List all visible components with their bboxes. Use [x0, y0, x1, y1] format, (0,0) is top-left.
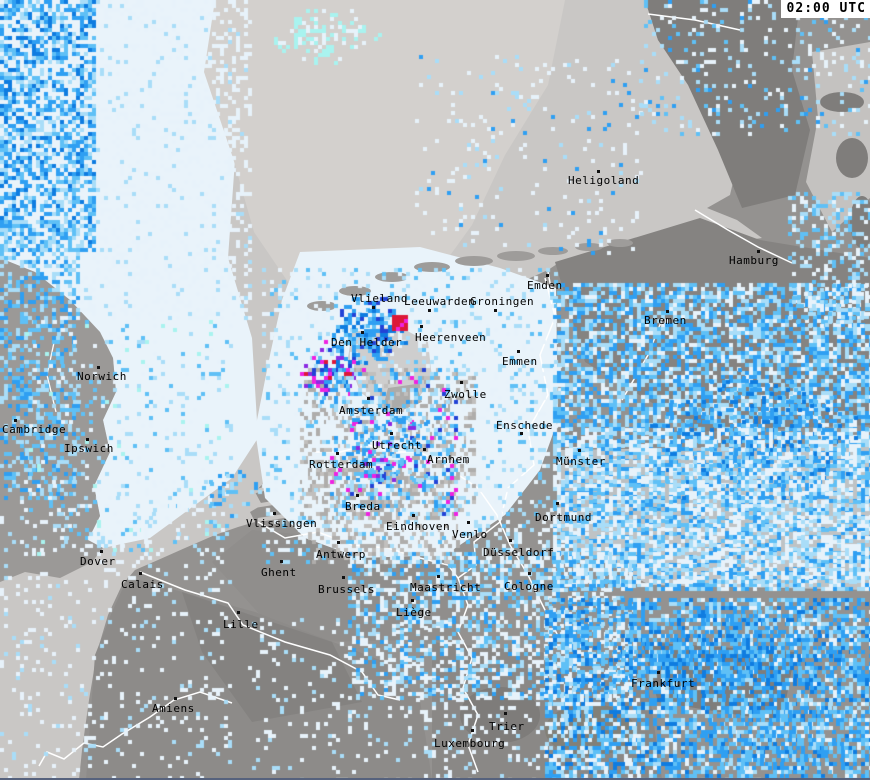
timestamp-badge: 02:00 UTC — [780, 0, 870, 18]
map-bottom-edge — [0, 778, 870, 780]
